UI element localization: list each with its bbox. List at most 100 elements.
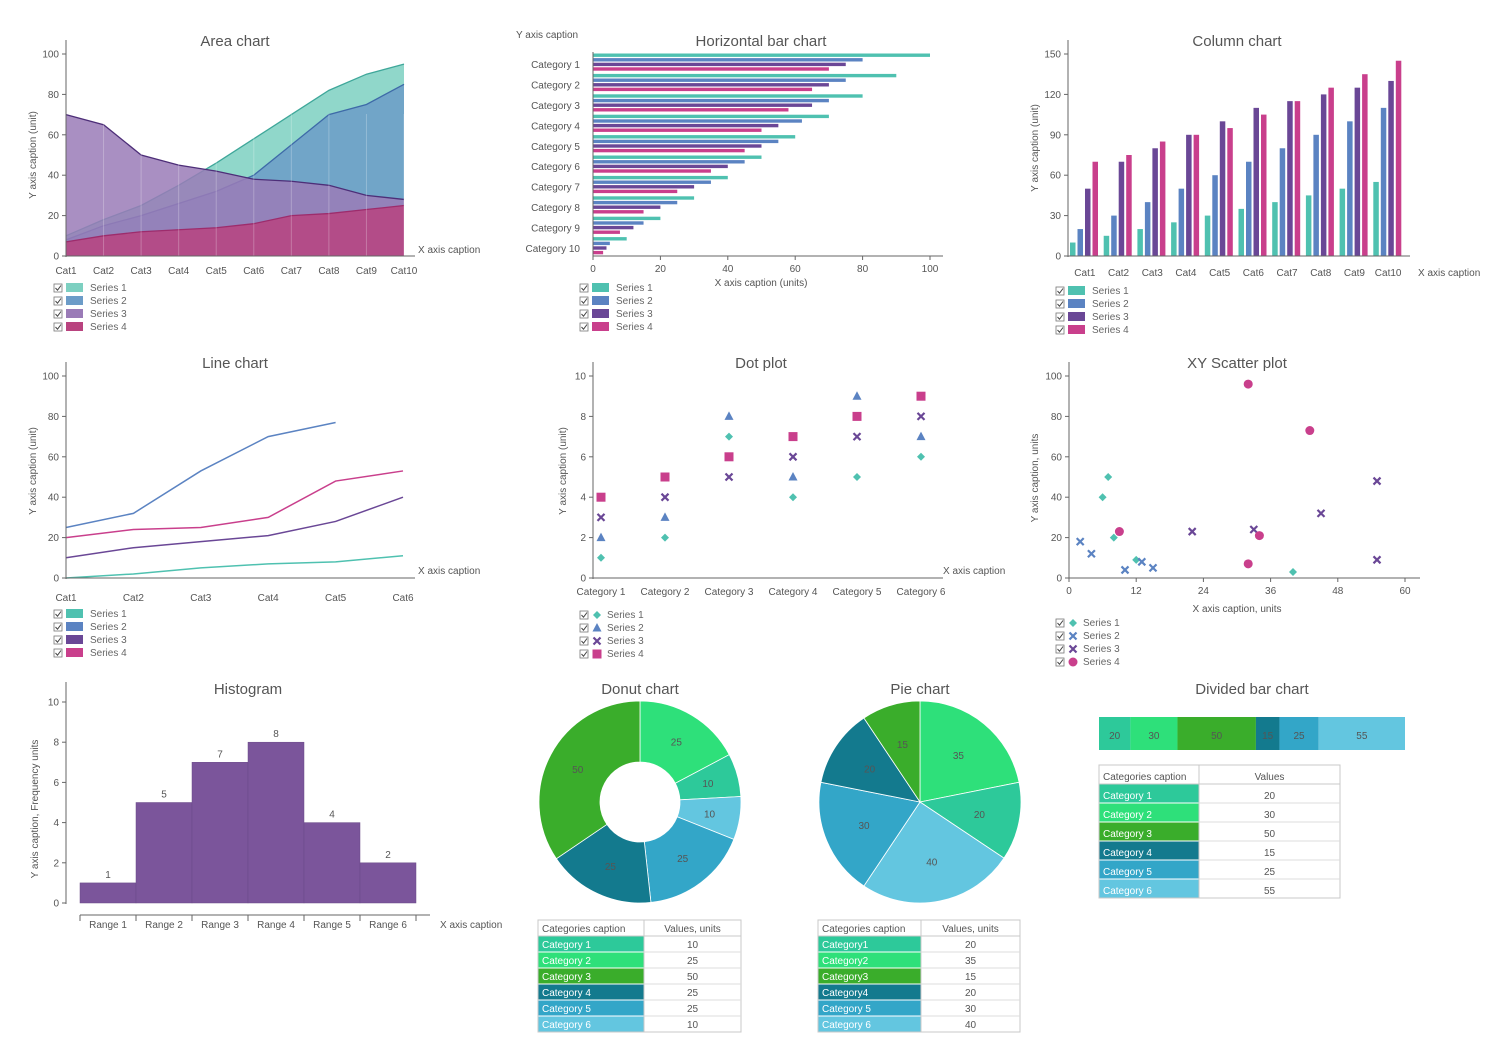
legend-label: Series 1: [1083, 618, 1120, 629]
y-tick-label: 0: [53, 574, 59, 585]
y-axis-caption: Y axis caption, Frequency units: [30, 740, 41, 879]
column-bar: [1070, 242, 1076, 256]
donut-chart: Donut chart 25 10 10 25 25 50 Categories captio…: [537, 681, 742, 1033]
divided-bar-segment: [1255, 717, 1280, 750]
x-tick-label: Cat3: [1142, 268, 1164, 279]
x-tick-label: Cat8: [318, 266, 340, 277]
legend-label: Series 3: [607, 636, 644, 647]
slice-value-label: 40: [926, 857, 938, 868]
pie-slice: [863, 801, 1005, 904]
bar: [593, 205, 661, 209]
y-tick-label: Category 9: [531, 223, 580, 234]
legend-swatch: [66, 609, 83, 618]
x-tick-label: Cat5: [206, 266, 228, 277]
bar: [593, 98, 829, 103]
x-tick-label: 60: [1399, 586, 1411, 597]
checkmark-icon: [1057, 314, 1064, 320]
bar: [593, 87, 813, 92]
scatter-marker: [1249, 525, 1259, 534]
x-tick-label: Cat4: [258, 593, 280, 604]
column-bar: [1238, 208, 1244, 256]
dot-marker: [660, 512, 670, 521]
x-tick-label: Cat3: [190, 593, 212, 604]
x-tick-label: Cat4: [1175, 268, 1197, 279]
legend-swatch: [66, 322, 83, 331]
y-tick-label: 40: [48, 171, 60, 182]
x-axis-caption: X axis caption (units): [715, 278, 808, 289]
y-axis-caption: Y axis caption, units: [1030, 434, 1041, 523]
dot-marker: [660, 472, 670, 482]
bar: [593, 119, 802, 123]
legend-swatch: [592, 649, 602, 659]
table-category-label: Category2: [822, 956, 869, 967]
x-tick-label: Range 2: [145, 920, 183, 931]
bar: [593, 246, 607, 250]
x-tick-label: Cat6: [392, 593, 414, 604]
series-line: [65, 421, 336, 529]
dot-marker: [916, 412, 926, 421]
chart-title: XY Scatter plot: [1187, 355, 1288, 372]
table-category-label: Category3: [822, 972, 869, 983]
x-tick-label: Cat3: [131, 266, 153, 277]
table-category-cell: [538, 968, 644, 984]
x-tick-label: Category 1: [577, 587, 626, 598]
area-series-line: [65, 113, 405, 201]
scatter-marker: [1132, 555, 1141, 564]
legend-swatch: [66, 283, 83, 292]
table-category-cell: [1099, 879, 1199, 898]
column-bar: [1272, 202, 1278, 256]
y-tick-label: 80: [48, 412, 60, 423]
table-header: Values, units: [664, 924, 721, 935]
legend-label: Series 4: [1083, 657, 1120, 668]
area-series-line: [65, 204, 405, 243]
legend-checkbox-icon: [1055, 657, 1065, 667]
y-tick-label: 8: [580, 412, 586, 423]
table-category-cell: [538, 952, 644, 968]
legend-swatch: [1068, 286, 1085, 295]
checkmark-icon: [581, 651, 588, 657]
scatter-marker: [1075, 537, 1085, 546]
x-tick-label: 12: [1131, 586, 1143, 597]
bar: [593, 185, 695, 189]
x-tick-label: Cat10: [391, 266, 418, 277]
dot-marker: [852, 391, 862, 400]
y-tick-label: 60: [48, 130, 60, 141]
y-tick-label: 100: [42, 372, 59, 383]
x-tick-label: Category 2: [641, 587, 690, 598]
table-category-label: Category 5: [542, 1004, 591, 1015]
histogram-bar: [303, 822, 361, 904]
bar: [593, 58, 863, 62]
bar: [593, 237, 627, 241]
x-tick-label: Cat8: [1310, 268, 1332, 279]
dot-marker: [853, 473, 861, 481]
table-category-cell: [818, 1000, 921, 1016]
bar-value-label: 4: [329, 810, 335, 821]
y-tick-label: Category 5: [531, 142, 580, 153]
dot-marker: [917, 452, 925, 461]
legend-label: Series 2: [1083, 631, 1120, 642]
legend-swatch: [592, 623, 602, 632]
legend-label: Series 2: [90, 622, 127, 633]
column-bar: [1137, 229, 1143, 256]
x-tick-label: Range 3: [201, 920, 239, 931]
table-value: 40: [965, 1020, 977, 1031]
table-value: 25: [687, 956, 699, 967]
dot-marker: [916, 391, 926, 401]
table-category-cell: [818, 984, 921, 1000]
chart-title: Donut chart: [601, 681, 679, 698]
dot-plot: Dot plot 0 2 4 6 8 10 Category 1 Category 2 Categ…: [558, 355, 1005, 660]
column-bar: [1077, 229, 1083, 256]
table-value: 55: [1264, 886, 1276, 897]
table-value: 20: [1264, 791, 1276, 802]
y-tick-label: 60: [1050, 171, 1062, 182]
column-bar: [1144, 202, 1151, 256]
histogram-bar: [191, 762, 249, 904]
bar: [593, 241, 610, 246]
y-tick-label: Category 6: [531, 162, 580, 173]
table-category-cell: [538, 1016, 644, 1032]
dot-marker: [661, 533, 669, 542]
legend-checkbox-icon: [53, 648, 63, 658]
table-value: 20: [965, 988, 977, 999]
table-value: 35: [965, 956, 977, 967]
column-bar: [1219, 121, 1226, 256]
